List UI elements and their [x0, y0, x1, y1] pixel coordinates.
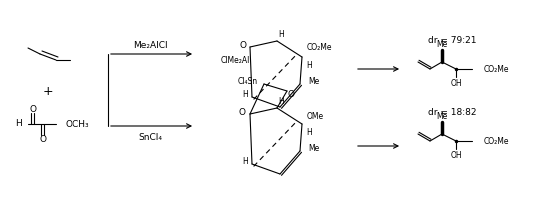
Text: Me₂AlCl: Me₂AlCl	[133, 41, 167, 50]
Text: H: H	[278, 30, 284, 39]
Text: Me: Me	[436, 39, 448, 49]
Text: SnCl₄: SnCl₄	[138, 133, 162, 142]
Text: H: H	[306, 60, 312, 69]
Text: Me: Me	[436, 112, 448, 121]
Text: H: H	[306, 127, 312, 136]
Text: dr = 79:21: dr = 79:21	[428, 35, 476, 45]
Text: O: O	[239, 108, 245, 116]
Text: OH: OH	[450, 78, 462, 88]
Text: CO₂Me: CO₂Me	[484, 136, 509, 146]
Text: dr = 18:82: dr = 18:82	[428, 108, 476, 116]
Text: H: H	[242, 90, 248, 99]
Text: OMe: OMe	[307, 112, 324, 121]
Text: H: H	[278, 97, 284, 106]
Text: +: +	[43, 84, 53, 97]
Text: OCH₃: OCH₃	[65, 119, 89, 129]
Text: CO₂Me: CO₂Me	[484, 65, 509, 73]
Text: Cl₄Sn: Cl₄Sn	[238, 77, 258, 86]
Text: O: O	[39, 134, 46, 144]
Text: O: O	[239, 41, 246, 50]
Text: ClMe₂Al: ClMe₂Al	[221, 56, 250, 65]
Text: Me: Me	[308, 77, 319, 86]
Text: OH: OH	[450, 151, 462, 159]
Text: O: O	[288, 90, 294, 99]
Text: H: H	[15, 118, 22, 127]
Text: H: H	[242, 157, 248, 166]
Text: Me: Me	[308, 144, 319, 153]
Text: CO₂Me: CO₂Me	[307, 43, 333, 52]
Text: O: O	[29, 105, 36, 114]
